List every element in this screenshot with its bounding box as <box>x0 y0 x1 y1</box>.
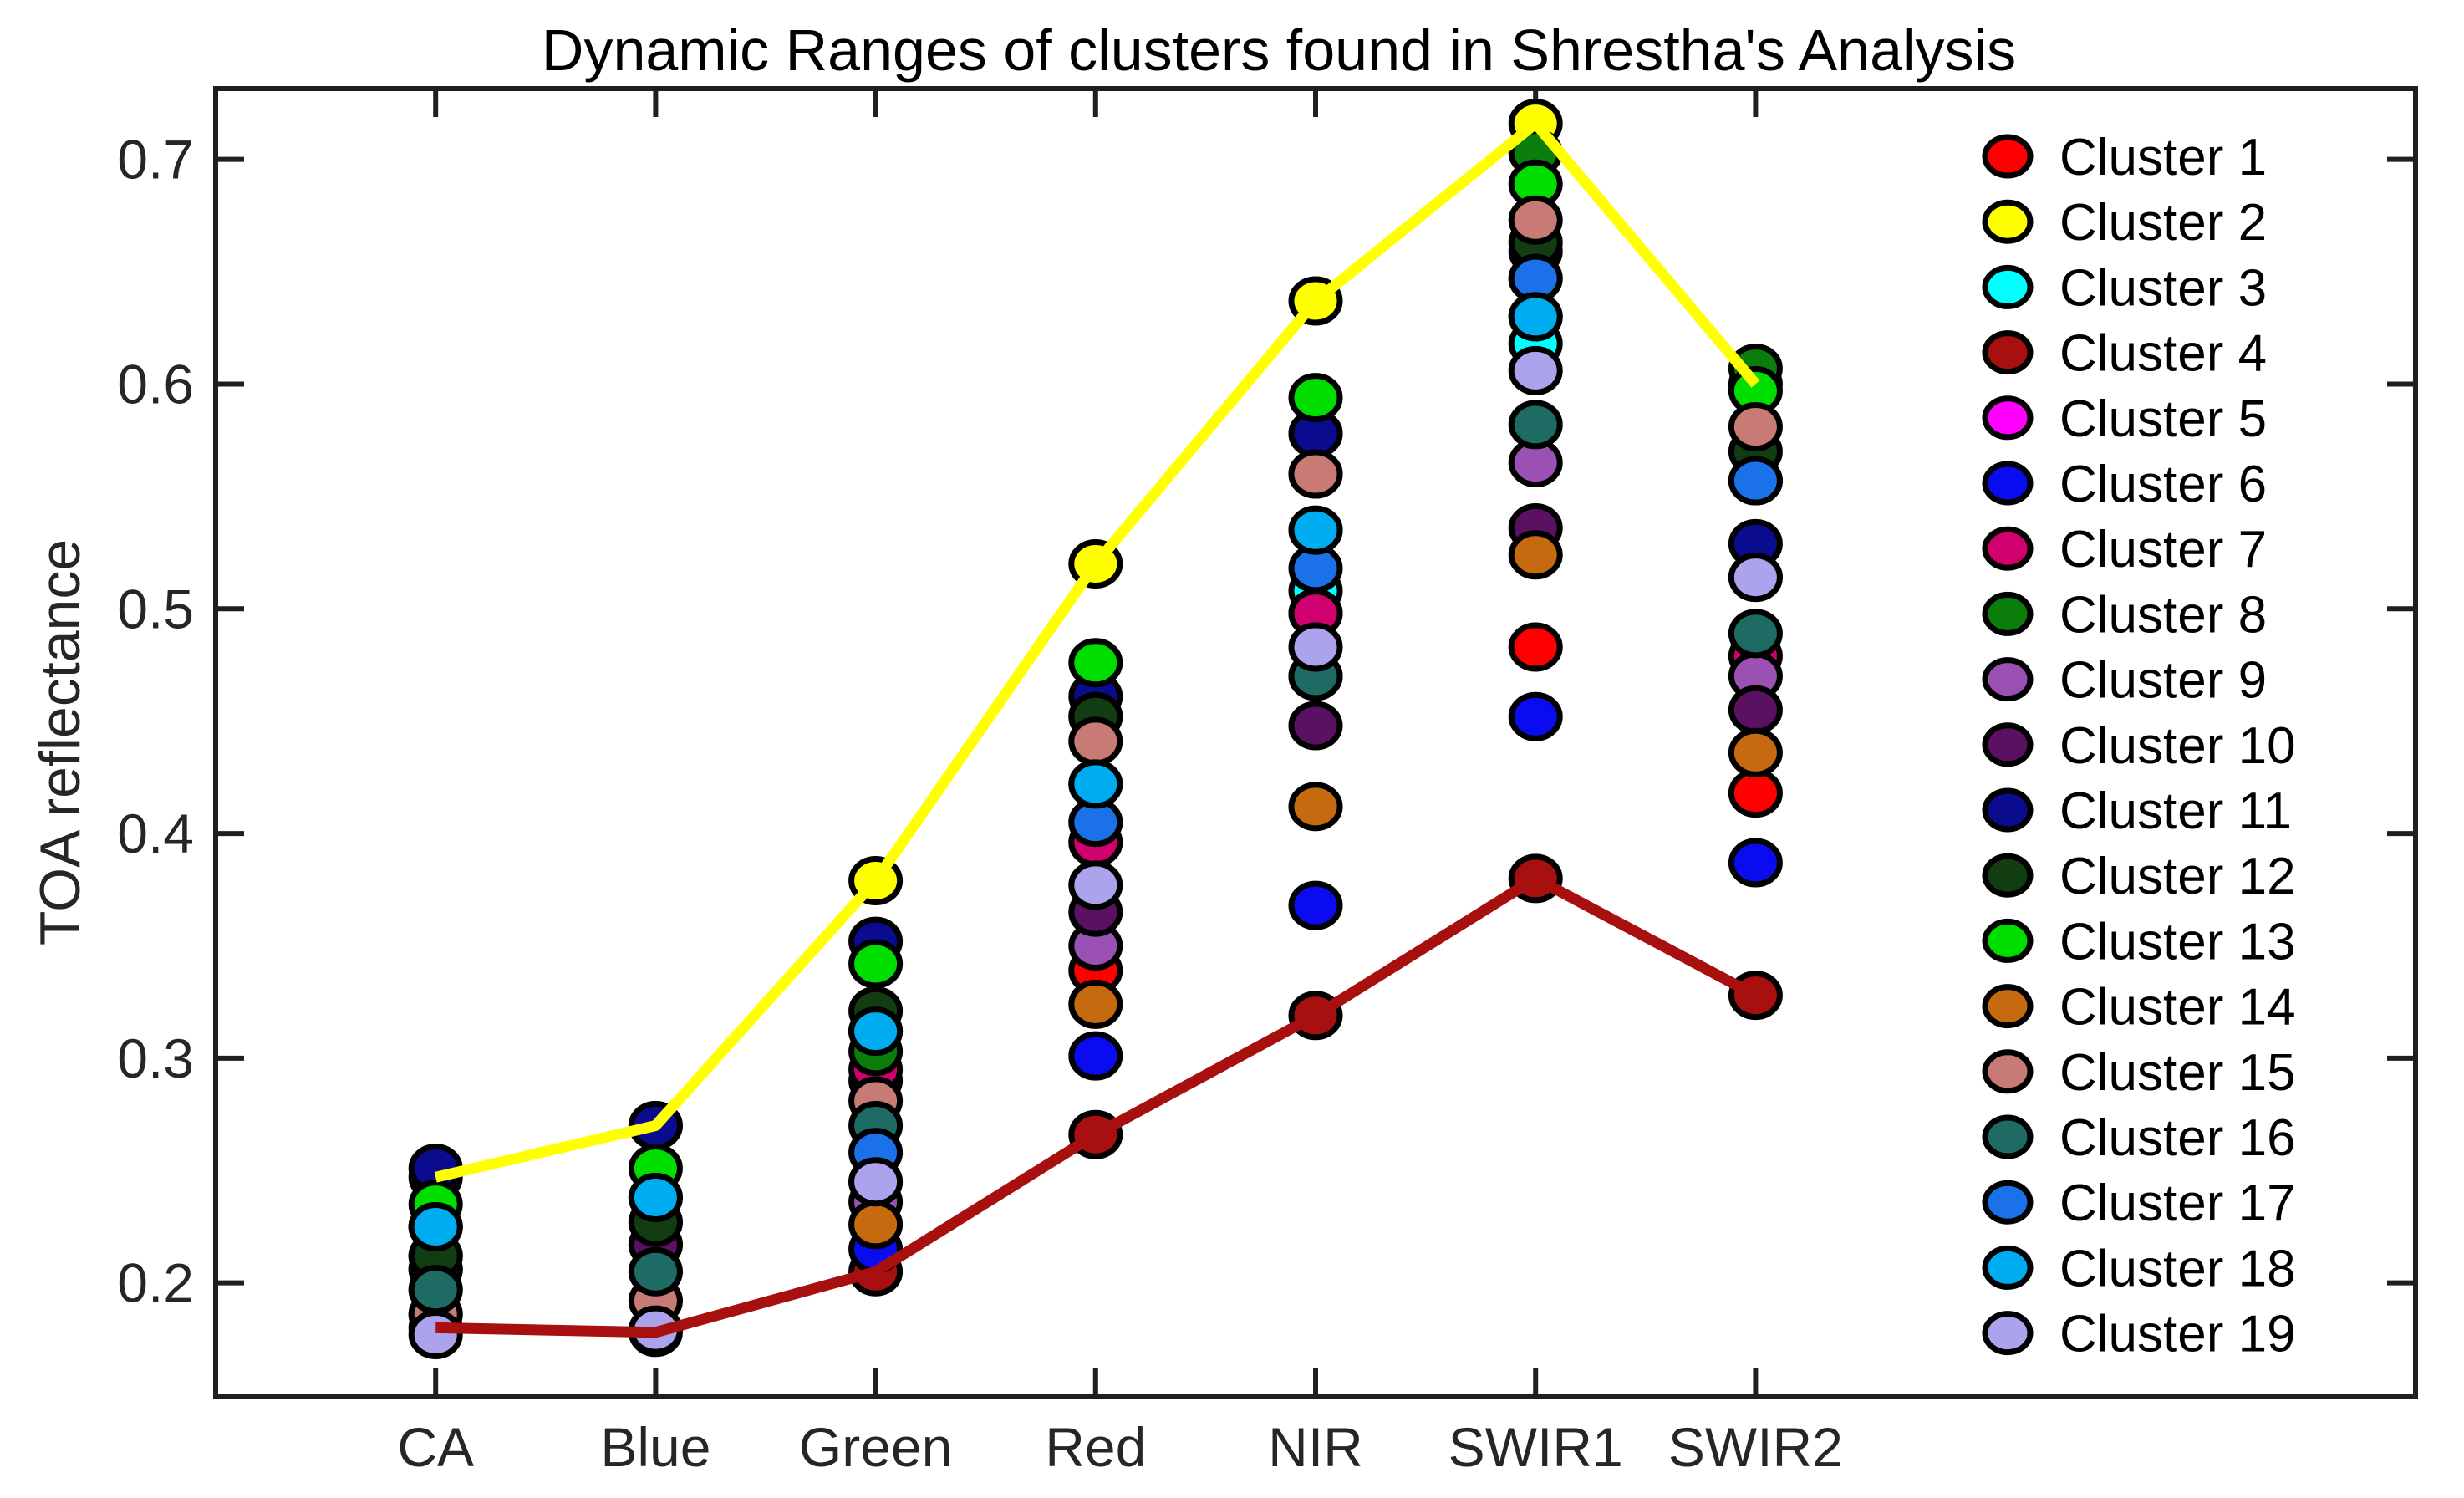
data-point <box>848 1157 904 1207</box>
data-point <box>408 1201 463 1251</box>
data-point <box>628 1173 683 1223</box>
data-point <box>1068 716 1123 767</box>
legend-item-label: Cluster 13 <box>2059 913 2296 971</box>
data-point <box>1728 685 1783 735</box>
y-tick-label: 0.7 <box>117 129 194 191</box>
legend-swatch <box>1982 1245 2034 1290</box>
y-tick-label: 0.5 <box>117 578 194 639</box>
legend-item-label: Cluster 10 <box>2059 717 2296 775</box>
y-tick-label: 0.4 <box>117 802 194 864</box>
x-tick-label: SWIR2 <box>1668 1416 1843 1478</box>
legend-swatch <box>1982 1311 2034 1356</box>
legend-item-label: Cluster 19 <box>2059 1306 2296 1363</box>
legend-swatch <box>1982 853 2034 898</box>
legend-swatch <box>1982 722 2034 767</box>
data-point <box>1728 456 1783 506</box>
data-point <box>1288 449 1343 499</box>
legend-item-label: Cluster 12 <box>2059 848 2296 905</box>
legend-item-label: Cluster 7 <box>2059 521 2267 578</box>
x-tick-label: CA <box>397 1416 474 1478</box>
data-point <box>1288 880 1343 930</box>
legend-item-label: Cluster 14 <box>2059 979 2296 1037</box>
data-point <box>1508 345 1563 395</box>
data-point <box>1288 505 1343 555</box>
data-point <box>848 1006 904 1057</box>
legend-swatch <box>1982 657 2034 702</box>
data-point <box>628 1246 683 1297</box>
data-point <box>1728 402 1783 452</box>
legend-swatch <box>1982 1049 2034 1094</box>
data-point <box>1288 373 1343 423</box>
legend-item-label: Cluster 1 <box>2059 129 2267 186</box>
y-tick-label: 0.2 <box>117 1252 194 1314</box>
data-point <box>848 939 904 989</box>
data-point <box>1508 195 1563 245</box>
legend-item-label: Cluster 9 <box>2059 652 2267 710</box>
data-point <box>1728 609 1783 659</box>
data-point <box>1288 622 1343 672</box>
data-point <box>1728 727 1783 777</box>
legend-item-label: Cluster 16 <box>2059 1109 2296 1167</box>
legend-item-label: Cluster 6 <box>2059 456 2267 513</box>
legend-item-label: Cluster 15 <box>2059 1044 2296 1102</box>
legend-swatch <box>1982 787 2034 833</box>
data-point <box>1508 530 1563 580</box>
legend-swatch <box>1982 1180 2034 1225</box>
legend-item-label: Cluster 17 <box>2059 1174 2296 1232</box>
data-point <box>1288 701 1343 751</box>
data-point <box>1508 400 1563 450</box>
data-point <box>1508 691 1563 741</box>
x-tick-label: NIR <box>1268 1416 1363 1478</box>
x-tick-label: Green <box>799 1416 952 1478</box>
legend-swatch <box>1982 918 2034 963</box>
data-point <box>1068 1031 1123 1081</box>
x-tick-label: SWIR1 <box>1448 1416 1623 1478</box>
y-axis-label: TOA reflectance <box>28 539 92 945</box>
data-point <box>1068 860 1123 910</box>
legend-item-label: Cluster 3 <box>2059 259 2267 317</box>
legend-item-label: Cluster 4 <box>2059 325 2267 383</box>
legend-swatch <box>1982 199 2034 244</box>
data-point <box>848 1200 904 1250</box>
legend-item-label: Cluster 2 <box>2059 194 2267 252</box>
legend-item-label: Cluster 11 <box>2059 782 2292 840</box>
data-point <box>408 1309 463 1359</box>
data-point <box>1508 292 1563 342</box>
envelope-line <box>435 873 1759 1338</box>
chart-title: Dynamic Ranges of clusters found in Shre… <box>542 18 2016 83</box>
data-point <box>1068 638 1123 688</box>
legend-swatch <box>1982 984 2034 1029</box>
data-point <box>408 1265 463 1315</box>
envelope-line <box>434 118 1760 1183</box>
x-tick-label: Red <box>1045 1416 1146 1478</box>
data-point <box>1068 979 1123 1029</box>
y-tick-label: 0.3 <box>117 1027 194 1089</box>
x-tick-label: Blue <box>600 1416 710 1478</box>
legend-swatch <box>1982 591 2034 636</box>
legend-swatch <box>1982 526 2034 571</box>
data-point <box>1508 622 1563 672</box>
data-point <box>1728 768 1783 818</box>
y-tick-label: 0.6 <box>117 353 194 415</box>
legend-swatch <box>1982 1114 2034 1159</box>
legend-item-label: Cluster 18 <box>2059 1240 2296 1297</box>
legend-swatch <box>1982 461 2034 506</box>
legend-swatch <box>1982 134 2034 179</box>
legend-item-label: Cluster 8 <box>2059 586 2267 644</box>
data-point <box>1068 759 1123 809</box>
data-point <box>1728 553 1783 603</box>
legend-swatch <box>1982 395 2034 441</box>
data-point <box>1288 782 1343 832</box>
legend-item-label: Cluster 5 <box>2059 390 2267 448</box>
data-point <box>1728 838 1783 888</box>
legend-swatch <box>1982 330 2034 375</box>
legend-swatch <box>1982 264 2034 309</box>
